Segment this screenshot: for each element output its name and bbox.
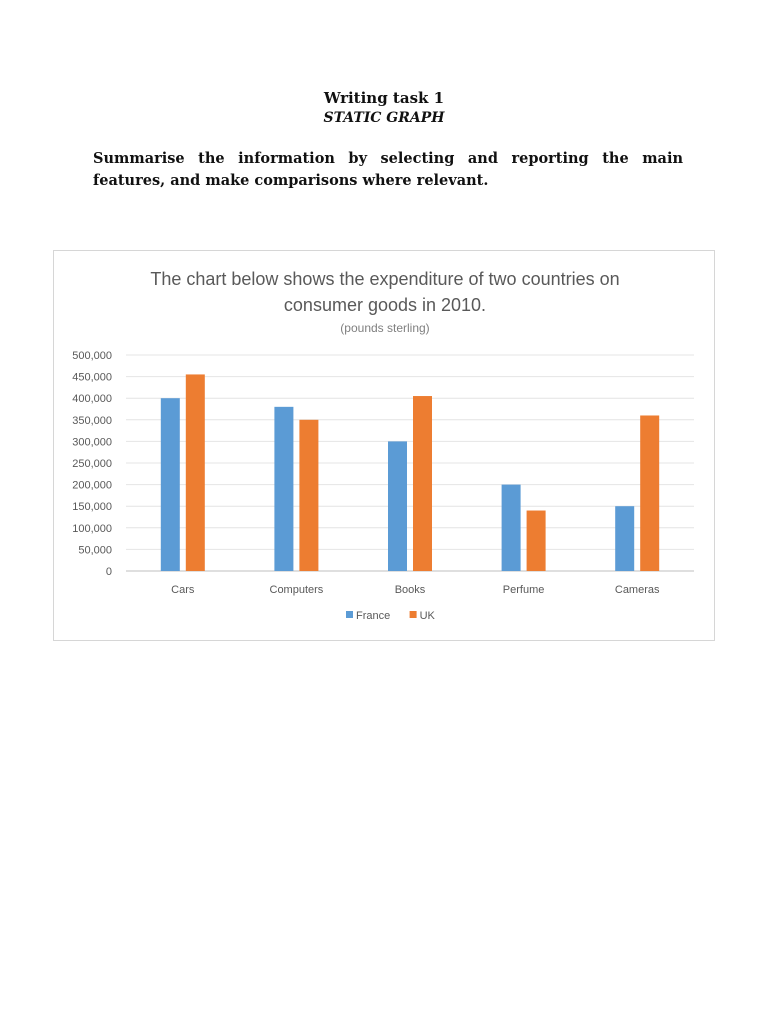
legend: France UK: [346, 610, 436, 622]
x-category-label: Computers: [270, 584, 324, 596]
chart-subtitle: (pounds sterling): [340, 321, 429, 335]
chart-title-line1: The chart below shows the expenditure of…: [150, 269, 619, 289]
bar-uk-cars: [185, 374, 205, 571]
y-tick-label: 300,000: [72, 436, 112, 448]
bar-france-cameras: [615, 506, 635, 571]
document-heading: Writing task 1: [323, 89, 445, 107]
y-tick-label: 350,000: [72, 415, 112, 427]
bars: [160, 374, 660, 571]
legend-label: France: [356, 610, 390, 622]
bar-uk-computers: [299, 419, 319, 571]
y-tick-label: 50,000: [78, 544, 112, 556]
y-tick-label: 100,000: [72, 523, 112, 535]
legend-swatch: [409, 611, 417, 618]
bar-france-perfume: [501, 484, 521, 571]
bar-france-computers: [274, 406, 294, 571]
gridlines: [126, 354, 694, 572]
bar-france-books: [388, 441, 407, 571]
y-tick-label: 500,000: [72, 350, 112, 362]
legend-label: UK: [420, 610, 436, 622]
chart-title-line2: consumer goods in 2010.: [284, 295, 486, 315]
bar-uk-cameras: [640, 415, 660, 571]
y-tick-label: 150,000: [72, 501, 112, 513]
document-subheading: STATIC GRAPH: [323, 110, 445, 126]
bar-uk-books: [413, 396, 432, 571]
bar-uk-perfume: [526, 510, 546, 571]
bar-france-cars: [160, 398, 180, 571]
x-category-label: Cars: [171, 584, 195, 596]
chart-container: The chart below shows the expenditure of…: [53, 250, 715, 641]
y-axis-ticks: 0 50,000 100,000 150,000 200,000 250,000 300,0…: [72, 350, 112, 578]
y-tick-label: 200,000: [72, 480, 112, 492]
x-category-label: Books: [395, 584, 426, 596]
legend-swatch: [346, 611, 353, 618]
bar-chart: The chart below shows the expenditure of…: [72, 269, 694, 622]
x-axis-labels: Cars Computers Books Perfume Cameras: [171, 584, 660, 596]
y-tick-label: 400,000: [72, 393, 112, 405]
y-tick-label: 450,000: [72, 372, 112, 384]
x-category-label: Cameras: [615, 584, 660, 596]
y-tick-label: 0: [106, 566, 112, 578]
y-tick-label: 250,000: [72, 458, 112, 470]
task-instructions: Summarise the information by selecting a…: [93, 150, 683, 189]
x-category-label: Perfume: [503, 584, 545, 596]
